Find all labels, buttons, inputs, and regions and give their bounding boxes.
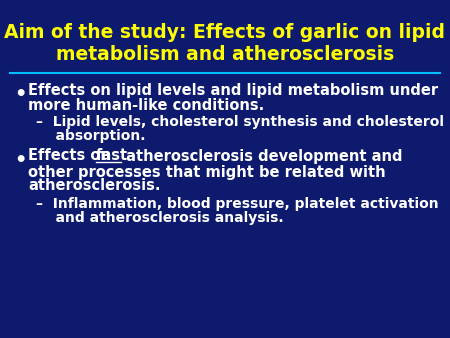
Text: more human-like conditions.: more human-like conditions. [28,98,264,114]
Text: atherosclerosis development and: atherosclerosis development and [121,148,402,164]
Text: other processes that might be related with: other processes that might be related wi… [28,165,386,179]
Text: Effects on: Effects on [28,148,116,164]
Text: fast: fast [96,148,128,164]
Text: –  Inflammation, blood pressure, platelet activation: – Inflammation, blood pressure, platelet… [36,197,439,211]
Text: –  Lipid levels, cholesterol synthesis and cholesterol: – Lipid levels, cholesterol synthesis an… [36,115,444,129]
Text: absorption.: absorption. [36,129,145,143]
Text: metabolism and atherosclerosis: metabolism and atherosclerosis [56,46,394,65]
Text: •: • [14,84,27,103]
Text: Effects on lipid levels and lipid metabolism under: Effects on lipid levels and lipid metabo… [28,82,438,97]
Text: and atherosclerosis analysis.: and atherosclerosis analysis. [36,211,284,225]
Text: atherosclerosis.: atherosclerosis. [28,178,161,193]
Text: Aim of the study: Effects of garlic on lipid: Aim of the study: Effects of garlic on l… [4,24,446,43]
Text: •: • [14,150,27,169]
